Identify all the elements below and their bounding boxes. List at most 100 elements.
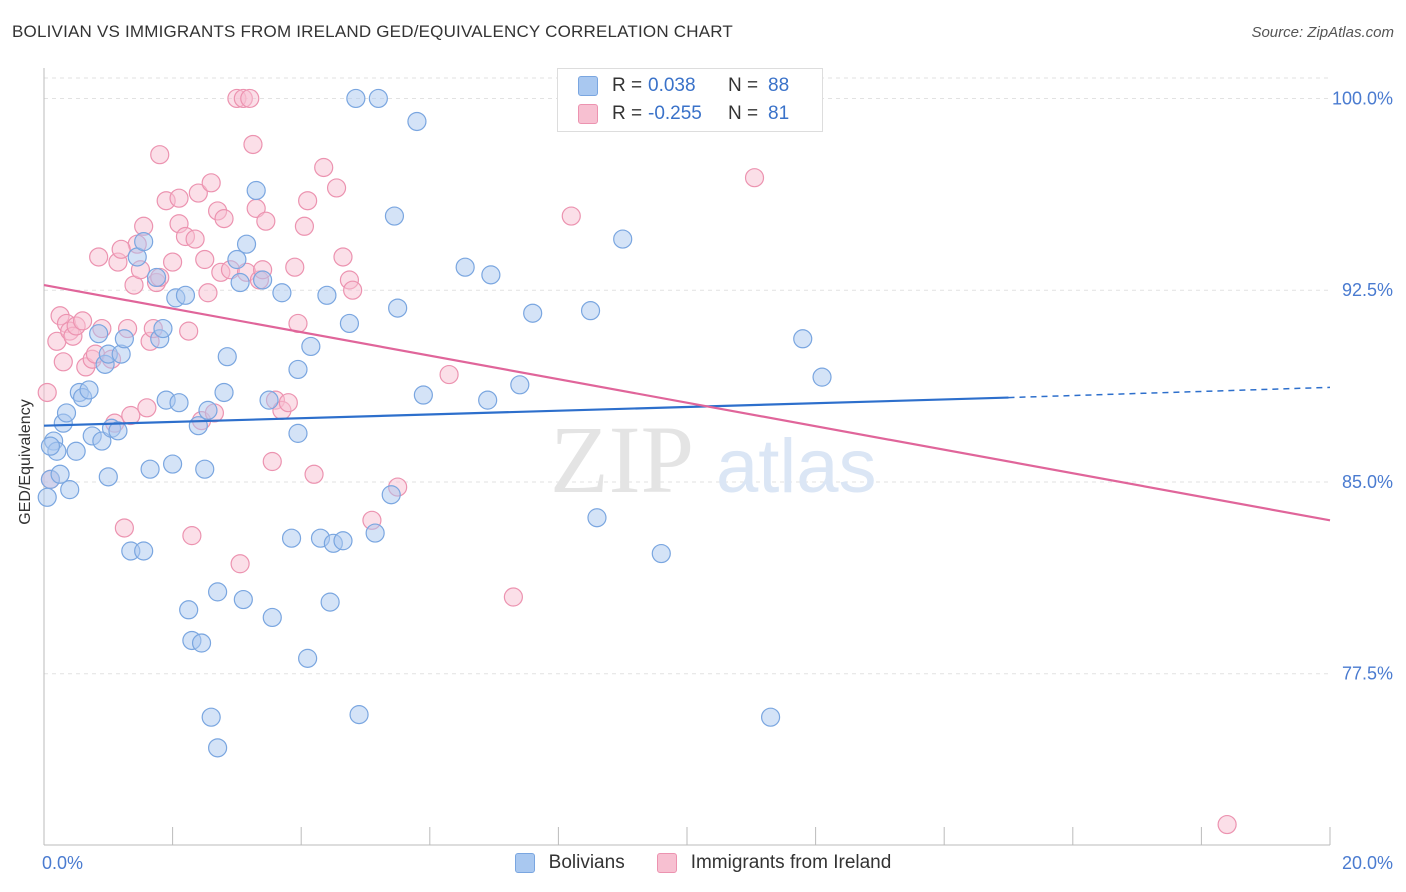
data-point-ireland [188,183,208,203]
legend-r-label: R = [612,103,643,124]
y-tick-label: 100.0% [1332,88,1393,108]
data-point-ireland [114,518,134,538]
data-point-bolivians [89,324,109,344]
watermark-atlas: atlas [716,424,877,509]
data-point-bolivians [651,543,671,564]
trend-line-ireland [43,284,1331,522]
data-point-bolivians [66,441,86,461]
data-point-ireland [214,209,234,229]
data-point-bolivians [108,421,128,441]
data-point-bolivians [301,336,321,357]
legend-swatch-bolivians [578,76,598,96]
data-point-ireland [343,280,363,300]
watermark-zip: ZIP [550,406,694,513]
data-point-bolivians [114,329,134,349]
legend-item-bolivians[interactable]: Bolivians [514,852,625,874]
data-point-bolivians [40,436,61,456]
chart-title: BOLIVIAN VS IMMIGRANTS FROM IRELAND GED/… [12,22,733,41]
data-point-bolivians [246,180,266,201]
data-point-ireland [185,229,205,249]
data-point-ireland [1217,814,1237,835]
trend-line-bolivians [43,396,1009,427]
trend-lines [43,284,1331,522]
data-point-bolivians [288,423,308,443]
data-point-bolivians [580,301,601,321]
data-point-bolivians [339,313,360,334]
data-point-ireland [111,239,131,259]
data-point-bolivians [349,705,369,725]
data-point-bolivians [281,528,302,548]
data-point-ireland [163,252,183,272]
data-point-ireland [150,145,170,165]
data-point-ireland [285,257,305,277]
y-tick-label: 77.5% [1342,664,1393,684]
data-point-ireland [179,321,199,341]
data-point-ireland [230,554,250,574]
data-point-bolivians [214,382,234,403]
data-point-bolivians [37,487,57,507]
data-point-bolivians [195,459,215,479]
data-point-ireland [201,173,221,193]
data-point-bolivians [368,88,388,109]
data-point-bolivians [760,707,781,727]
legend-n-value: 81 [768,103,790,124]
data-point-bolivians [208,582,228,602]
data-point-ireland [256,211,276,231]
axes [43,68,1331,846]
legend-swatch-ireland [656,853,677,873]
data-point-ireland [326,178,347,198]
data-point-bolivians [298,648,318,668]
legend-swatch-ireland [578,104,598,124]
data-point-bolivians [288,359,308,380]
data-point-ireland [53,352,73,372]
legend-n-label: N = [728,103,759,124]
watermark: ZIP atlas [550,406,877,513]
legend-r-value: -0.255 [648,103,702,124]
data-point-ireland [503,587,523,607]
data-point-ireland [278,393,298,413]
data-point-ireland [121,405,141,426]
data-point-bolivians [365,523,385,543]
legend-label-ireland: Immigrants from Ireland [690,852,892,873]
data-point-ireland [198,283,218,303]
data-point-bolivians [140,459,160,479]
data-point-bolivians [188,416,208,436]
x-tick-label: 20.0% [1342,853,1393,873]
data-point-ireland [137,398,157,418]
series-legend: Bolivians Immigrants from Ireland [0,852,1406,874]
data-point-bolivians [230,272,250,293]
x-tick-label: 0.0% [42,853,83,873]
y-axis-label: GED/Equivalency [17,399,34,525]
grid-lines [44,77,1330,675]
data-point-ireland [561,206,581,226]
data-point-bolivians [317,285,337,305]
data-point-bolivians [388,298,408,318]
data-point-bolivians [407,111,427,132]
data-point-bolivians [478,390,498,410]
data-point-bolivians [146,267,167,288]
data-point-bolivians [217,347,237,367]
data-point-bolivians [233,589,253,610]
data-point-ireland [439,364,459,385]
data-point-ireland [195,249,215,270]
data-point-ireland [262,451,282,472]
data-point-bolivians [262,607,282,628]
data-point-bolivians [259,390,279,410]
data-point-bolivians [163,454,183,474]
data-point-bolivians [793,329,813,349]
data-point-bolivians [481,265,501,285]
data-point-bolivians [236,234,257,254]
data-point-bolivians [253,270,273,290]
legend-item-ireland[interactable]: Immigrants from Ireland [656,852,892,874]
data-point-bolivians [208,738,228,758]
data-point-ireland [304,464,324,484]
data-point-bolivians [812,367,832,387]
data-point-ireland [333,247,353,267]
legend-row-bolivians: R = 0.038 N = 88 [578,73,789,99]
data-point-ireland [243,134,263,155]
data-point-bolivians [523,303,543,323]
data-point-ireland [314,157,334,178]
data-point-bolivians [198,400,218,420]
data-point-ireland [240,88,260,109]
